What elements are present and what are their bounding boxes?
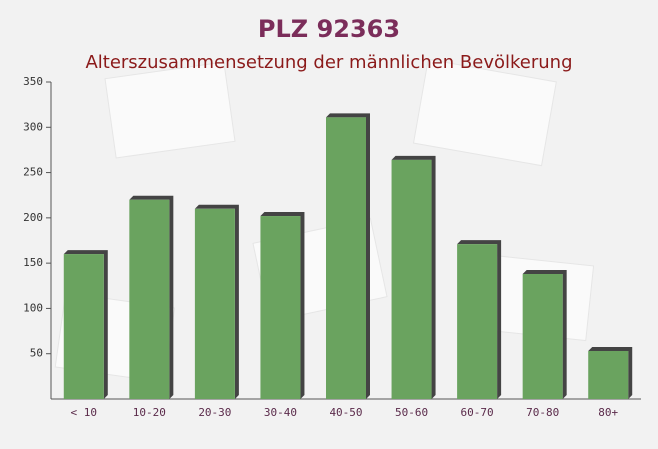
x-tick-label: 20-30 [198, 406, 231, 419]
y-tick-label: 200 [23, 211, 43, 224]
y-tick-label: 250 [23, 166, 43, 179]
bar [588, 350, 629, 399]
bar [260, 216, 301, 399]
bar [194, 208, 235, 399]
bar [391, 159, 432, 399]
x-tick-label: 40-50 [329, 406, 362, 419]
bar [326, 117, 366, 399]
x-tick-label: 50-60 [395, 406, 428, 419]
x-tick-label: 30-40 [264, 406, 297, 419]
x-tick-label: 70-80 [526, 406, 559, 419]
bar [129, 199, 170, 399]
x-tick-label: 10-20 [133, 406, 166, 419]
x-tick-label: < 10 [71, 406, 98, 419]
bar [522, 274, 563, 399]
bar [63, 254, 104, 399]
y-tick-label: 300 [23, 120, 43, 133]
x-tick-label: 60-70 [461, 406, 494, 419]
y-tick-label: 50 [30, 347, 43, 360]
y-tick-label: 100 [23, 301, 43, 314]
chart-title: PLZ 92363 [258, 15, 400, 43]
y-tick-label: 350 [23, 75, 43, 88]
x-tick-label: 80+ [598, 406, 618, 419]
y-tick-label: 150 [23, 256, 43, 269]
bar [457, 244, 498, 399]
chart-subtitle: Alterszusammensetzung der männlichen Bev… [85, 52, 572, 73]
